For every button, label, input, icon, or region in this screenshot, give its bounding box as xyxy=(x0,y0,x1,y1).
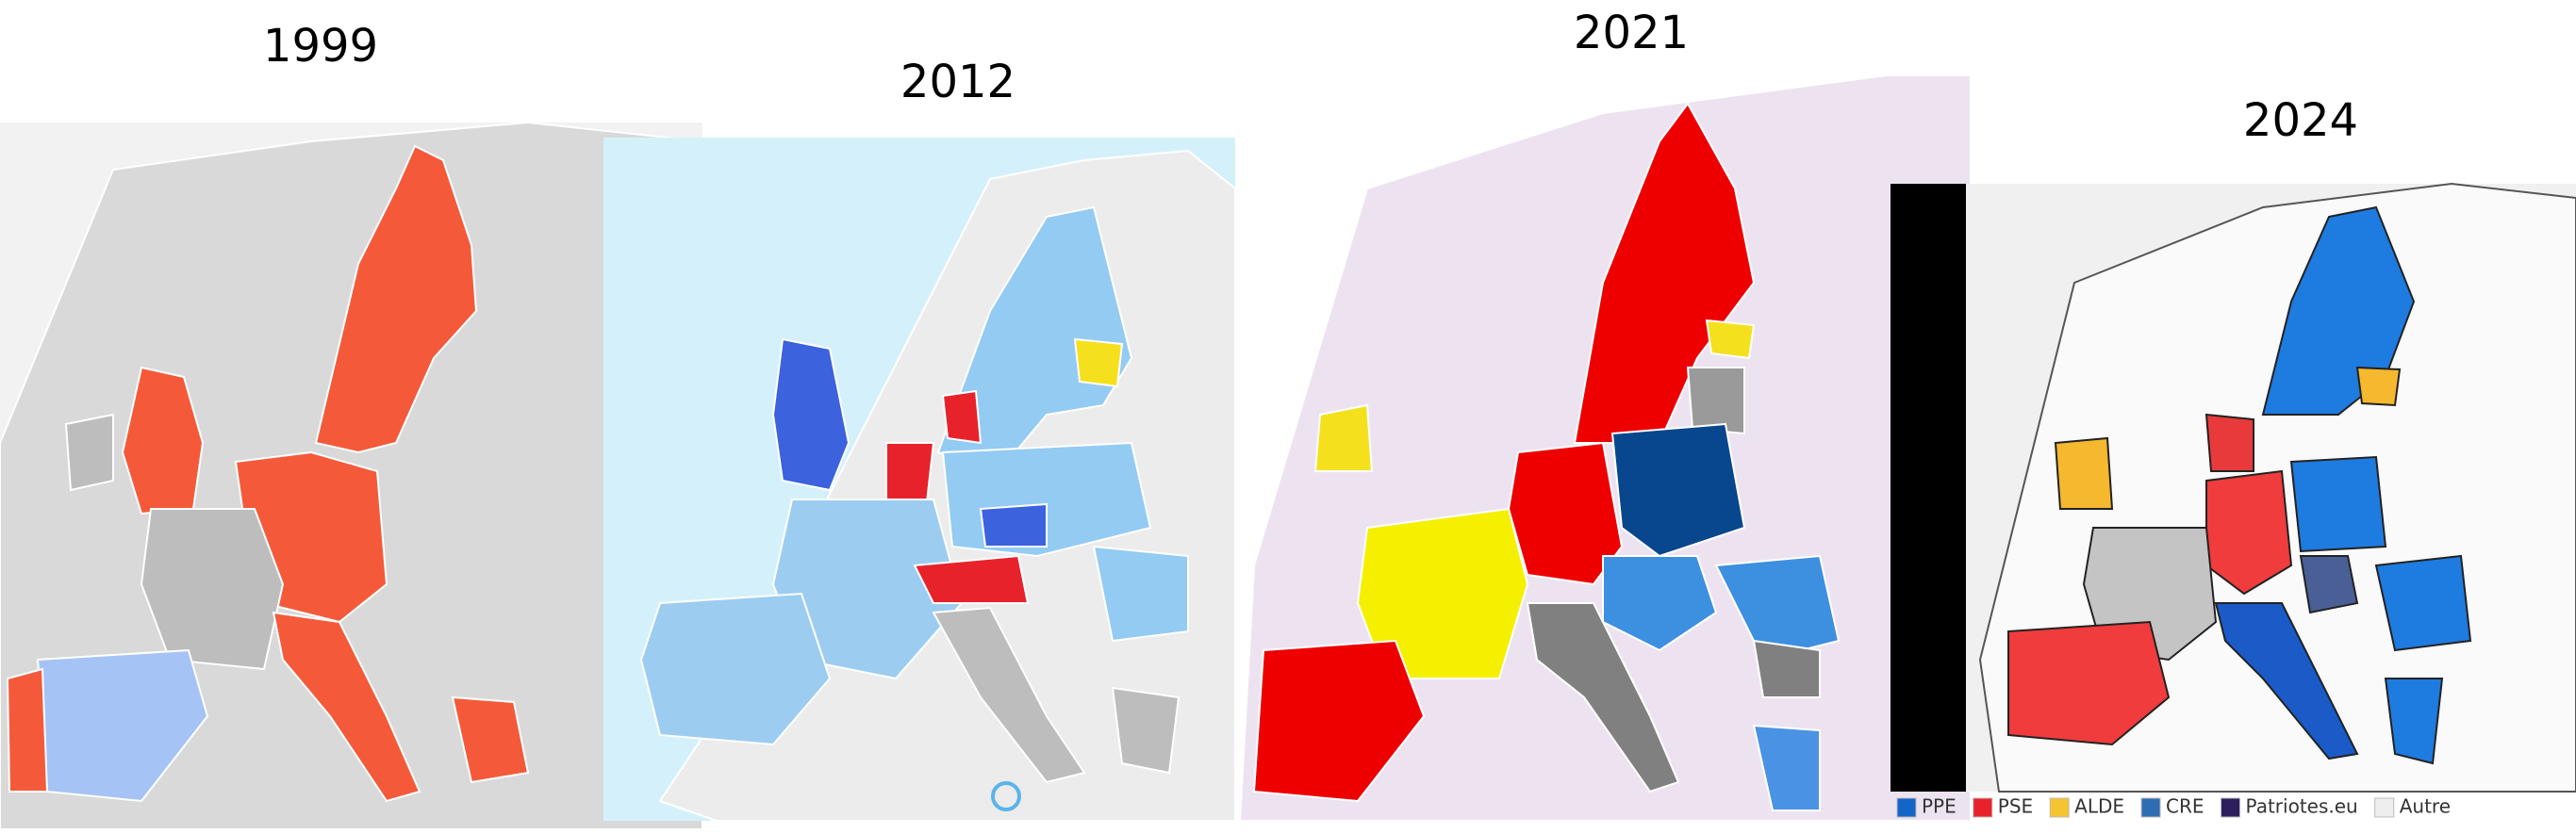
legend: PPE PSE ALDE CRE Patriotes.eu Autre xyxy=(1896,795,2451,818)
map-2021: 2021 xyxy=(1238,7,1972,822)
panel-title: 2024 xyxy=(2243,94,2358,147)
panel-title: 1999 xyxy=(263,20,378,73)
legend-label: Autre xyxy=(2400,795,2451,818)
legend-label: ALDE xyxy=(2074,795,2124,818)
legend-label: PSE xyxy=(1998,795,2033,818)
legend-label: CRE xyxy=(2166,795,2204,818)
legend-label: PPE xyxy=(1922,795,1957,818)
legend-swatch xyxy=(2221,797,2241,818)
black-bar xyxy=(1891,184,1966,792)
legend-swatch xyxy=(1973,797,1993,818)
legend-swatch xyxy=(2374,797,2395,818)
panel-title: 2012 xyxy=(900,56,1016,108)
panel-title: 2021 xyxy=(1574,7,1689,59)
legend-swatch xyxy=(1896,797,1917,818)
legend-label: Patriotes.eu xyxy=(2246,795,2358,818)
map-1999: 1999 xyxy=(0,20,703,830)
map-2024: 2024 xyxy=(1966,94,2576,793)
map-2012: 2012 xyxy=(603,56,1236,822)
legend-swatch xyxy=(2140,797,2161,818)
legend-swatch xyxy=(2049,797,2070,818)
